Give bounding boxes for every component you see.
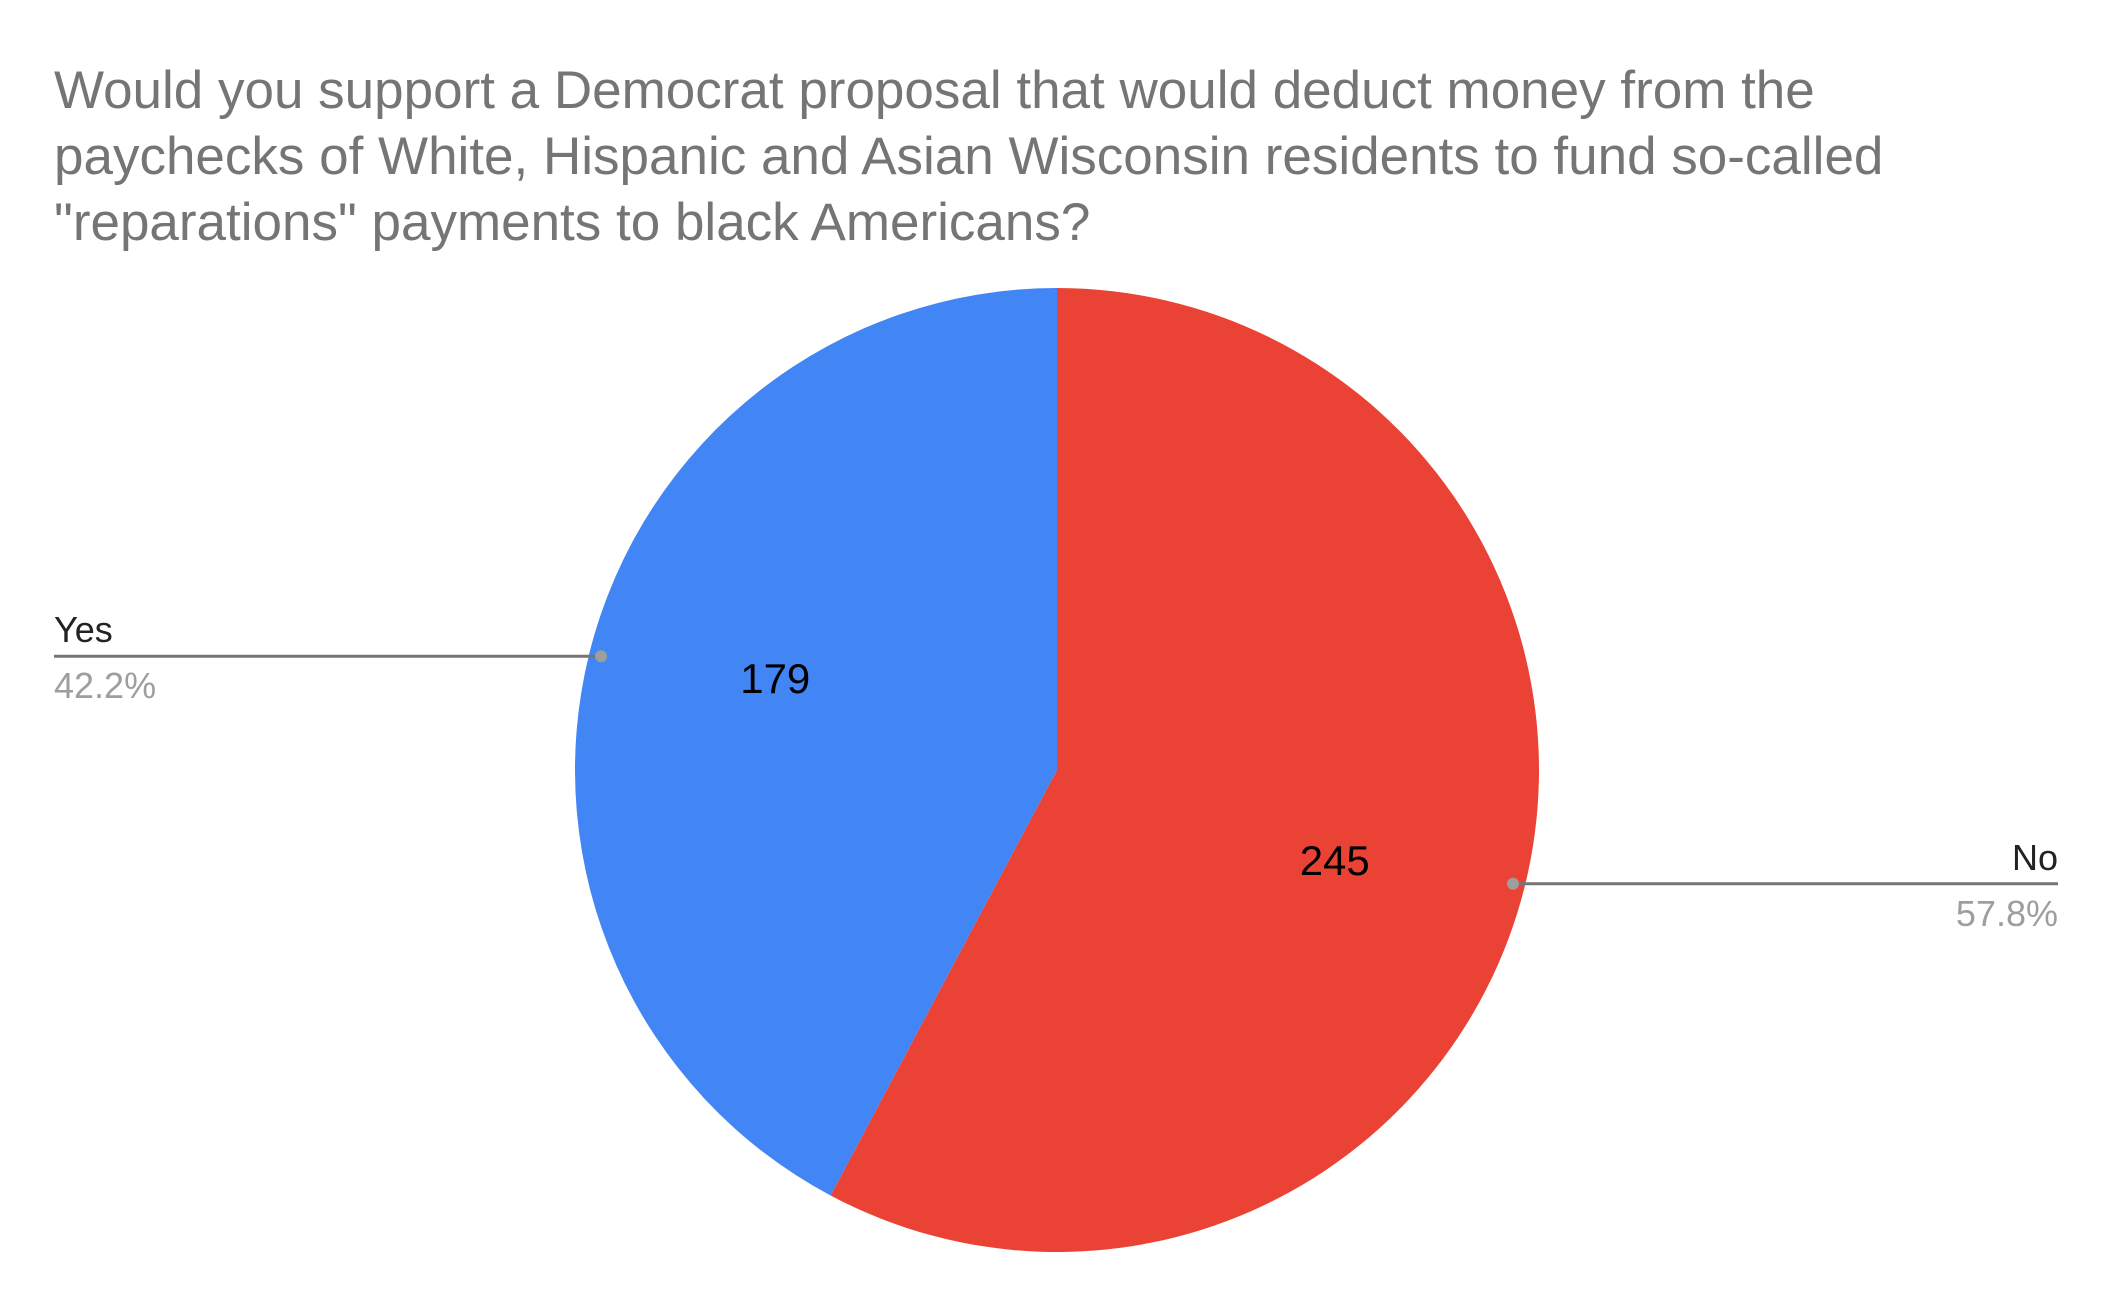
percent-label-yes: 42.2% bbox=[54, 665, 156, 706]
slice-value-label-no: 245 bbox=[1300, 837, 1370, 884]
pie-slice-yes bbox=[574, 287, 1057, 1196]
category-label-no: No bbox=[2012, 837, 2058, 878]
slice-value-label-yes: 179 bbox=[740, 655, 810, 702]
pie-slice-no bbox=[830, 288, 1539, 1252]
percent-label-no: 57.8% bbox=[1956, 893, 2058, 934]
leader-dot-no bbox=[1506, 877, 1519, 890]
leader-dot-yes bbox=[595, 650, 608, 663]
chart-title: Would you support a Democrat proposal th… bbox=[54, 61, 1884, 252]
category-label-yes: Yes bbox=[54, 609, 113, 650]
